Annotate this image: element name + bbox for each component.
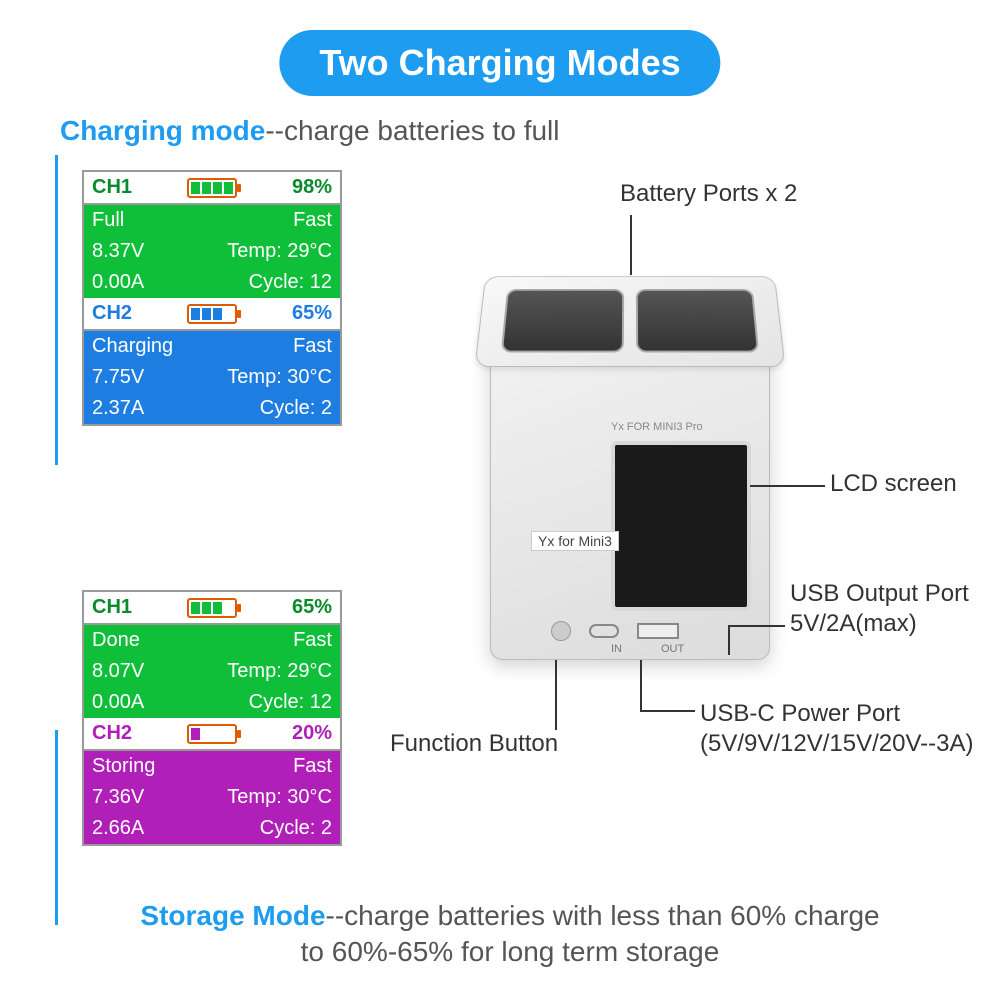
charging-panel: CH1 98% Full Fast 8.37V Temp: 29°C 0.00A Cy… xyxy=(82,170,342,426)
storage-mode-heading: Storage Mode--charge batteries with less… xyxy=(70,900,950,968)
lcd-screen xyxy=(611,441,751,611)
s-ch2-name: CH2 xyxy=(92,722,132,745)
ch1-header: CH1 98% xyxy=(84,172,340,205)
battery-slot-2[interactable] xyxy=(636,289,759,352)
callout-usb-out-1: USB Output Port xyxy=(790,580,969,608)
callout-line xyxy=(728,625,730,655)
ch2-header: CH2 65% xyxy=(84,298,340,331)
ch2-temp: Temp: 30°C xyxy=(227,366,332,389)
s-ch1-current: 0.00A xyxy=(92,691,144,714)
out-label: OUT xyxy=(661,643,684,655)
s-ch1-status: Done xyxy=(92,629,140,652)
callout-usb-out-2: 5V/2A(max) xyxy=(790,610,917,638)
battery-icon xyxy=(187,724,237,744)
charging-mode-heading: Charging mode--charge batteries to full xyxy=(60,115,559,147)
ch2-current: 2.37A xyxy=(92,397,144,420)
s-ch1-speed: Fast xyxy=(293,629,332,652)
ch1-speed: Fast xyxy=(293,209,332,232)
storage-panel: CH1 65% Done Fast 8.07V Temp: 29°C 0.00A Cy… xyxy=(82,590,342,846)
s-ch2-voltage: 7.36V xyxy=(92,786,144,809)
ch1-percent: 98% xyxy=(292,176,332,199)
ch1-name: CH1 xyxy=(92,176,132,199)
ch1-voltage: 8.37V xyxy=(92,240,144,263)
device-top xyxy=(475,276,786,367)
device-brand-top: Yx FOR MINI3 Pro xyxy=(611,421,703,433)
charging-mode-rest: --charge batteries to full xyxy=(265,115,559,146)
ch2-voltage: 7.75V xyxy=(92,366,144,389)
storage-mode-accent: Storage Mode xyxy=(140,900,325,931)
usb-output-port[interactable] xyxy=(637,623,679,639)
ch2-block: CH2 65% Charging Fast 7.75V Temp: 30°C 2.3… xyxy=(84,298,340,424)
page-title: Two Charging Modes xyxy=(279,30,720,96)
s-ch1-cycle: Cycle: 12 xyxy=(249,691,332,714)
accent-line-top xyxy=(55,155,58,465)
ch2-percent: 65% xyxy=(292,302,332,325)
ports-row xyxy=(551,621,679,641)
charging-mode-accent: Charging mode xyxy=(60,115,265,146)
s-ch1-header: CH1 65% xyxy=(84,592,340,625)
ch1-block: CH1 98% Full Fast 8.37V Temp: 29°C 0.00A Cy… xyxy=(84,172,340,298)
s-ch2-block: CH2 20% Storing Fast 7.36V Temp: 30°C 2.66… xyxy=(84,718,340,844)
usbc-port[interactable] xyxy=(589,624,619,638)
callout-line xyxy=(640,660,642,710)
ch2-speed: Fast xyxy=(293,335,332,358)
in-label: IN xyxy=(611,643,622,655)
s-ch2-percent: 20% xyxy=(292,722,332,745)
s-ch2-temp: Temp: 30°C xyxy=(227,786,332,809)
s-ch2-cycle: Cycle: 2 xyxy=(260,817,332,840)
callout-func-btn: Function Button xyxy=(390,730,558,758)
ch2-name: CH2 xyxy=(92,302,132,325)
ch2-status: Charging xyxy=(92,335,173,358)
s-ch1-block: CH1 65% Done Fast 8.07V Temp: 29°C 0.00A Cy… xyxy=(84,592,340,718)
battery-icon xyxy=(187,598,237,618)
s-ch2-speed: Fast xyxy=(293,755,332,778)
callout-battery-ports: Battery Ports x 2 xyxy=(620,180,797,208)
callout-line xyxy=(730,625,785,627)
s-ch2-header: CH2 20% xyxy=(84,718,340,751)
ch1-status: Full xyxy=(92,209,124,232)
battery-icon xyxy=(187,178,237,198)
s-ch2-status: Storing xyxy=(92,755,155,778)
callout-line xyxy=(555,660,557,730)
storage-mode-line2: to 60%-65% for long term storage xyxy=(70,936,950,968)
callout-lcd: LCD screen xyxy=(830,470,957,498)
s-ch1-name: CH1 xyxy=(92,596,132,619)
storage-mode-rest: --charge batteries with less than 60% ch… xyxy=(326,900,880,931)
device-brand-side: Yx for Mini3 xyxy=(531,531,619,551)
ch1-current: 0.00A xyxy=(92,271,144,294)
callout-usbc-2: (5V/9V/12V/15V/20V--3A) xyxy=(700,730,974,758)
callout-line xyxy=(630,215,632,275)
callout-line xyxy=(750,485,825,487)
function-button[interactable] xyxy=(551,621,571,641)
s-ch2-current: 2.66A xyxy=(92,817,144,840)
battery-icon xyxy=(187,304,237,324)
battery-slot-1[interactable] xyxy=(501,289,624,352)
s-ch1-temp: Temp: 29°C xyxy=(227,660,332,683)
callout-line xyxy=(640,710,695,712)
s-ch1-percent: 65% xyxy=(292,596,332,619)
ch1-temp: Temp: 29°C xyxy=(227,240,332,263)
s-ch1-voltage: 8.07V xyxy=(92,660,144,683)
accent-line-bottom xyxy=(55,730,58,925)
ch1-cycle: Cycle: 12 xyxy=(249,271,332,294)
ch2-cycle: Cycle: 2 xyxy=(260,397,332,420)
callout-usbc-1: USB-C Power Port xyxy=(700,700,900,728)
charger-device: Yx FOR MINI3 Pro Yx for Mini3 IN OUT xyxy=(470,260,800,700)
